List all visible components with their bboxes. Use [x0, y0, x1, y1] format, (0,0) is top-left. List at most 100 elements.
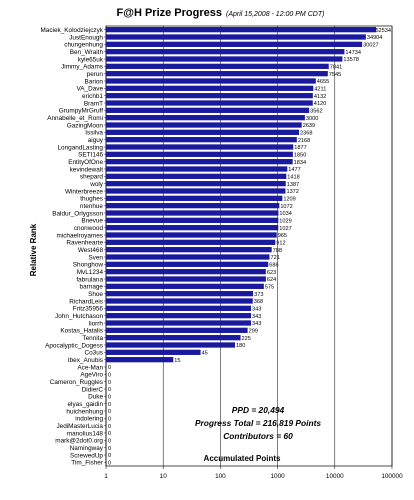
- bar: [106, 166, 288, 172]
- category-label: Sven: [88, 254, 103, 261]
- value-label: 0: [108, 402, 111, 408]
- bar: [106, 239, 276, 245]
- category-label: Ben_Wraith: [70, 49, 104, 56]
- category-label: shepard: [80, 174, 104, 181]
- value-label: 13578: [343, 57, 359, 63]
- bar: [106, 93, 313, 99]
- bar: [106, 115, 305, 121]
- category-label: Tim_Fisher: [71, 460, 104, 467]
- value-label: 3562: [310, 108, 322, 114]
- value-label: 373: [254, 292, 263, 298]
- category-label: ScrewedUp: [70, 452, 103, 459]
- category-label: Apocalyptic_Dogess: [45, 342, 103, 349]
- bar: [106, 85, 314, 91]
- value-label: 30027: [363, 42, 379, 48]
- category-label: chungenhung: [64, 42, 103, 49]
- category-label: Maciek_Kolodziejczyk: [40, 27, 103, 34]
- total-annotation: Progress Total = 216,819 Points: [195, 418, 321, 428]
- category-label: John_Hutchason: [55, 313, 103, 320]
- category-label: LongandLasting: [58, 144, 104, 151]
- x-tick-label: 10000: [326, 473, 344, 480]
- bar: [106, 129, 300, 135]
- value-label: 2639: [303, 123, 315, 129]
- category-label: woly: [89, 181, 104, 188]
- value-label: 2368: [300, 130, 312, 136]
- category-label: Barion: [85, 78, 104, 85]
- grid-lines: [105, 26, 393, 466]
- category-label: Shoe: [88, 291, 103, 298]
- category-label: Bnevue: [81, 218, 103, 225]
- value-label: 965: [278, 233, 287, 239]
- bar: [106, 159, 293, 165]
- value-label: 299: [249, 328, 258, 334]
- value-label: 1850: [294, 152, 306, 158]
- value-label: 623: [267, 270, 276, 276]
- value-label: 343: [252, 321, 261, 327]
- category-label: perun: [87, 71, 104, 78]
- bar: [106, 217, 279, 223]
- bar: [106, 203, 280, 209]
- value-label: 15: [174, 358, 180, 364]
- bar: [106, 173, 287, 179]
- bar: [106, 313, 252, 319]
- bar: [106, 320, 252, 326]
- x-tick-labels: 1 10 100 1000 10000 100000: [104, 466, 403, 480]
- bar: [106, 78, 316, 84]
- value-label: 0: [108, 431, 111, 437]
- category-label: JustEnough: [69, 34, 103, 41]
- bar: [106, 56, 343, 62]
- value-label: 52534: [375, 28, 391, 34]
- value-label: 343: [252, 306, 261, 312]
- value-label: 624: [267, 277, 276, 283]
- x-tick-label: 100000: [381, 473, 403, 480]
- plot-area: [105, 25, 393, 467]
- value-label: 7841: [330, 64, 342, 70]
- value-label: 2168: [298, 138, 310, 144]
- value-label: 1372: [286, 189, 298, 195]
- contributors-annotation: Contributors = 60: [223, 431, 293, 441]
- category-label: kevindewalt: [70, 166, 104, 173]
- category-label: DidierC: [82, 386, 104, 393]
- value-label: 45: [202, 350, 208, 356]
- value-label: 0: [108, 453, 111, 459]
- category-label: Ravenhearte: [66, 240, 103, 247]
- category-label: kyle65uk: [78, 56, 104, 63]
- value-label: 575: [265, 284, 274, 290]
- category-label: Shonghow: [73, 262, 104, 269]
- bar: [106, 269, 266, 275]
- value-label: 7545: [329, 72, 341, 78]
- bar: [106, 261, 269, 267]
- value-label: 368: [254, 299, 263, 305]
- value-label: 1877: [294, 145, 306, 151]
- bar: [106, 188, 286, 194]
- y-axis-title: Relative Rank: [29, 223, 38, 276]
- bar: [106, 232, 277, 238]
- value-label: 4120: [314, 101, 326, 107]
- category-label: EntityOfOne: [68, 159, 103, 166]
- value-label: 180: [236, 343, 245, 349]
- category-label: SETI146: [78, 152, 103, 159]
- bar: [106, 247, 272, 253]
- value-label: 0: [108, 424, 111, 430]
- x-axis-title: Accumulated Points: [204, 454, 281, 463]
- bar: [106, 298, 253, 304]
- value-label: 1209: [283, 196, 295, 202]
- x-tick-label: 100: [215, 473, 226, 480]
- category-label: GazingMoon: [67, 122, 104, 129]
- category-label: indolering: [75, 416, 103, 423]
- category-label: AgeViro: [80, 372, 103, 379]
- category-label: ntenhue: [80, 203, 104, 210]
- value-label: 34904: [367, 35, 383, 41]
- category-label: VA_Dave: [76, 86, 103, 93]
- category-labels: Maciek_KolodziejczykJustEnoughchungenhun…: [40, 27, 106, 467]
- bar: [106, 41, 363, 47]
- category-label: Jimmy_Adams: [61, 64, 103, 71]
- category-label: GrumpyMrGruff: [59, 108, 103, 115]
- category-label: Ace-Man: [77, 364, 103, 371]
- bar: [106, 291, 254, 297]
- bar: [106, 342, 236, 348]
- bars: [106, 27, 377, 363]
- value-label: 686: [269, 262, 278, 268]
- value-label: 225: [242, 336, 251, 342]
